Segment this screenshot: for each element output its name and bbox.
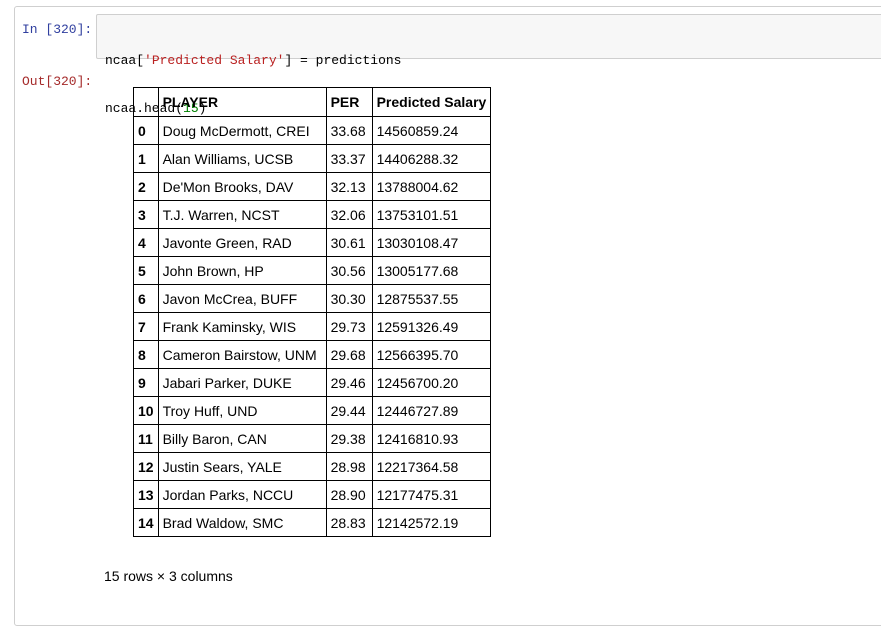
row-index: 5 <box>133 256 159 285</box>
row-index: 11 <box>133 424 159 453</box>
per-cell: 28.90 <box>325 480 373 509</box>
table-row: 7 Frank Kaminsky, WIS 29.73 12591326.49 <box>133 312 492 341</box>
per-cell: 33.37 <box>325 144 373 173</box>
table-row: 1 Alan Williams, UCSB 33.37 14406288.32 <box>133 144 492 173</box>
per-cell: 32.13 <box>325 172 373 201</box>
salary-cell: 12142572.19 <box>371 508 492 537</box>
salary-cell: 14406288.32 <box>371 144 492 173</box>
row-index: 7 <box>133 312 159 341</box>
table-row: 0 Doug McDermott, CREI 33.68 14560859.24 <box>133 116 492 145</box>
row-index: 4 <box>133 228 159 257</box>
row-index: 12 <box>133 452 159 481</box>
player-cell: Doug McDermott, CREI <box>157 116 327 145</box>
table-row: 3 T.J. Warren, NCST 32.06 13753101.51 <box>133 200 492 229</box>
salary-cell: 13005177.68 <box>371 256 492 285</box>
table-row: 11 Billy Baron, CAN 29.38 12416810.93 <box>133 424 492 453</box>
index-header <box>133 87 159 117</box>
row-index: 2 <box>133 172 159 201</box>
per-cell: 28.83 <box>325 508 373 537</box>
dataframe-table: PLAYER PER Predicted Salary 0 Doug McDer… <box>133 87 492 537</box>
input-prompt: In [320]: <box>22 22 93 37</box>
player-cell: Billy Baron, CAN <box>157 424 327 453</box>
per-cell: 29.44 <box>325 396 373 425</box>
table-header-row: PLAYER PER Predicted Salary <box>133 87 492 117</box>
predicted-salary-header: Predicted Salary <box>371 87 492 117</box>
player-cell: Justin Sears, YALE <box>157 452 327 481</box>
table-row: 14 Brad Waldow, SMC 28.83 12142572.19 <box>133 508 492 537</box>
player-cell: Alan Williams, UCSB <box>157 144 327 173</box>
row-index: 14 <box>133 508 159 537</box>
code-token: ncaa[ <box>105 53 145 68</box>
per-cell: 28.98 <box>325 452 373 481</box>
per-cell: 29.38 <box>325 424 373 453</box>
player-cell: Jabari Parker, DUKE <box>157 368 327 397</box>
salary-cell: 13753101.51 <box>371 200 492 229</box>
per-cell: 30.30 <box>325 284 373 313</box>
row-index: 0 <box>133 116 159 145</box>
per-header: PER <box>325 87 373 117</box>
code-line-1: ncaa['Predicted Salary'] = predictions <box>105 53 881 69</box>
player-cell: Troy Huff, UND <box>157 396 327 425</box>
salary-cell: 12456700.20 <box>371 368 492 397</box>
table-row: 5 John Brown, HP 30.56 13005177.68 <box>133 256 492 285</box>
row-index: 9 <box>133 368 159 397</box>
row-index: 13 <box>133 480 159 509</box>
row-index: 8 <box>133 340 159 369</box>
code-string-token: 'Predicted Salary' <box>144 53 285 68</box>
salary-cell: 12217364.58 <box>371 452 492 481</box>
dataframe-shape-note: 15 rows × 3 columns <box>104 568 233 584</box>
player-cell: De'Mon Brooks, DAV <box>157 172 327 201</box>
table-row: 4 Javonte Green, RAD 30.61 13030108.47 <box>133 228 492 257</box>
player-cell: Jordan Parks, NCCU <box>157 480 327 509</box>
table-row: 12 Justin Sears, YALE 28.98 12217364.58 <box>133 452 492 481</box>
player-cell: T.J. Warren, NCST <box>157 200 327 229</box>
per-cell: 32.06 <box>325 200 373 229</box>
row-index: 6 <box>133 284 159 313</box>
per-cell: 30.61 <box>325 228 373 257</box>
code-input-area[interactable]: ncaa['Predicted Salary'] = predictions n… <box>96 14 881 116</box>
output-prompt: Out[320]: <box>22 74 93 89</box>
table-row: 9 Jabari Parker, DUKE 29.46 12456700.20 <box>133 368 492 397</box>
table-row: 8 Cameron Bairstow, UNM 29.68 12566395.7… <box>133 340 492 369</box>
salary-cell: 12875537.55 <box>371 284 492 313</box>
salary-cell: 12446727.89 <box>371 396 492 425</box>
player-cell: John Brown, HP <box>157 256 327 285</box>
table-row: 10 Troy Huff, UND 29.44 12446727.89 <box>133 396 492 425</box>
per-cell: 33.68 <box>325 116 373 145</box>
player-cell: Brad Waldow, SMC <box>157 508 327 537</box>
code-token: ] = predictions <box>284 53 402 68</box>
salary-cell: 12416810.93 <box>371 424 492 453</box>
player-cell: Frank Kaminsky, WIS <box>157 312 327 341</box>
row-index: 10 <box>133 396 159 425</box>
player-cell: Cameron Bairstow, UNM <box>157 340 327 369</box>
salary-cell: 12566395.70 <box>371 340 492 369</box>
table-row: 6 Javon McCrea, BUFF 30.30 12875537.55 <box>133 284 492 313</box>
table-row: 13 Jordan Parks, NCCU 28.90 12177475.31 <box>133 480 492 509</box>
row-index: 3 <box>133 200 159 229</box>
row-index: 1 <box>133 144 159 173</box>
per-cell: 29.68 <box>325 340 373 369</box>
player-cell: Javon McCrea, BUFF <box>157 284 327 313</box>
player-cell: Javonte Green, RAD <box>157 228 327 257</box>
table-row: 2 De'Mon Brooks, DAV 32.13 13788004.62 <box>133 172 492 201</box>
salary-cell: 13030108.47 <box>371 228 492 257</box>
salary-cell: 12591326.49 <box>371 312 492 341</box>
salary-cell: 14560859.24 <box>371 116 492 145</box>
per-cell: 29.73 <box>325 312 373 341</box>
salary-cell: 12177475.31 <box>371 480 492 509</box>
per-cell: 30.56 <box>325 256 373 285</box>
player-header: PLAYER <box>157 87 327 117</box>
salary-cell: 13788004.62 <box>371 172 492 201</box>
per-cell: 29.46 <box>325 368 373 397</box>
